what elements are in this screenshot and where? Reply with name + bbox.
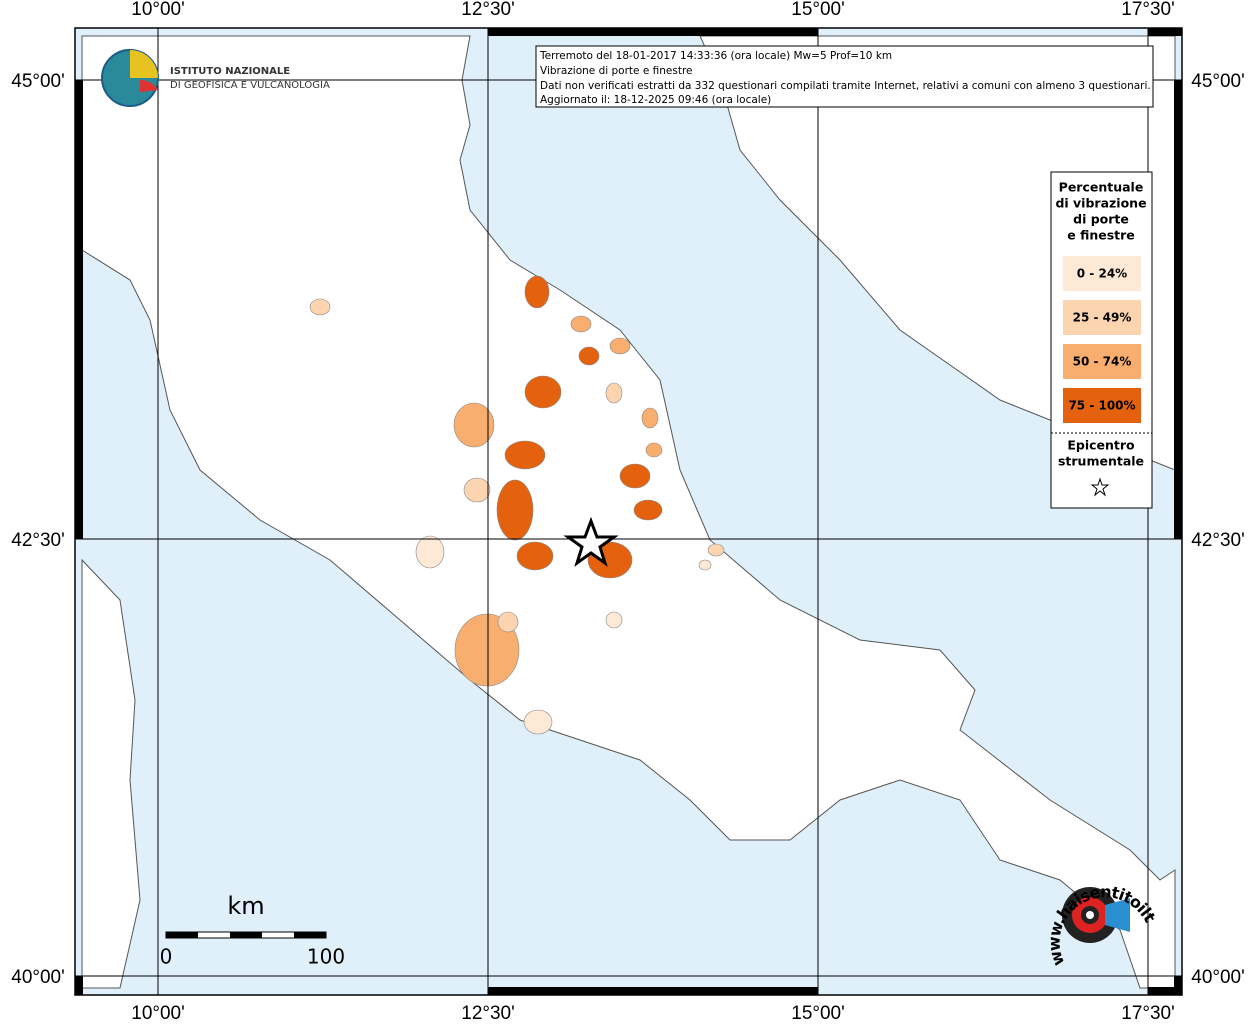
frame bbox=[74, 27, 1183, 996]
legend-swatch bbox=[1063, 388, 1141, 423]
info-line: Aggiornato il: 18-12-2025 09:46 (ora loc… bbox=[540, 94, 771, 106]
scale-bar: km 0 100 bbox=[160, 892, 345, 969]
legend-swatch bbox=[1063, 344, 1141, 379]
legend-star bbox=[1090, 477, 1110, 497]
legend-swatch bbox=[1063, 256, 1141, 291]
legend-epicenter: Epicentro bbox=[1067, 438, 1135, 453]
lon-label: 10°00' bbox=[131, 1003, 185, 1024]
lon-label: 17°30' bbox=[1121, 1003, 1175, 1024]
legend-label: 0 - 24% bbox=[1077, 267, 1127, 281]
legend-label: 50 - 74% bbox=[1073, 355, 1132, 369]
lon-label: 15°00' bbox=[791, 1003, 845, 1024]
legend-title: Percentuale bbox=[1059, 180, 1144, 195]
epicenter bbox=[563, 516, 619, 567]
info-line: Dati non verificati estratti da 332 ques… bbox=[540, 80, 1151, 92]
lon-label: 17°30' bbox=[1121, 0, 1175, 20]
lat-label: 42°30' bbox=[1191, 530, 1245, 551]
legend-title: e finestre bbox=[1067, 228, 1135, 243]
logo: ISTITUTO NAZIONALE DI GEOFISICA E VULCAN… bbox=[101, 49, 330, 107]
scale-unit: km bbox=[227, 892, 264, 920]
legend-swatch bbox=[1063, 300, 1141, 335]
lon-labels: 10°00' 12°30' 15°00' 17°30' 10°00' 12°30… bbox=[131, 0, 1175, 1024]
info-line: Terremoto del 18-01-2017 14:33:36 (ora l… bbox=[539, 50, 892, 62]
legend-label: 75 - 100% bbox=[1068, 399, 1135, 413]
lon-label: 10°00' bbox=[131, 0, 185, 20]
info-box: Terremoto del 18-01-2017 14:33:36 (ora l… bbox=[535, 45, 1154, 108]
lon-label: 12°30' bbox=[461, 1003, 515, 1024]
lon-label: 15°00' bbox=[791, 0, 845, 20]
lon-label: 12°30' bbox=[461, 0, 515, 20]
info-line: Vibrazione di porte e finestre bbox=[540, 65, 693, 77]
legend-title: di vibrazione bbox=[1055, 196, 1146, 211]
logo-text: ISTITUTO NAZIONALE bbox=[170, 66, 290, 77]
lat-label: 40°00' bbox=[1191, 967, 1245, 988]
scale-label: 100 bbox=[307, 945, 345, 969]
lat-label: 45°00' bbox=[11, 71, 65, 92]
lat-label: 42°30' bbox=[11, 530, 65, 551]
legend-title: di porte bbox=[1073, 212, 1129, 227]
municipalities bbox=[309, 275, 725, 735]
lat-label: 40°00' bbox=[11, 967, 65, 988]
lat-label: 45°00' bbox=[1191, 71, 1245, 92]
lat-labels: 45°00' 42°30' 40°00' 45°00' 42°30' 40°00… bbox=[11, 71, 1245, 988]
logo-text: DI GEOFISICA E VULCANOLOGIA bbox=[170, 80, 330, 91]
legend-label: 25 - 49% bbox=[1073, 311, 1132, 325]
legend-epicenter: strumentale bbox=[1058, 454, 1144, 469]
scale-label: 0 bbox=[160, 945, 173, 969]
